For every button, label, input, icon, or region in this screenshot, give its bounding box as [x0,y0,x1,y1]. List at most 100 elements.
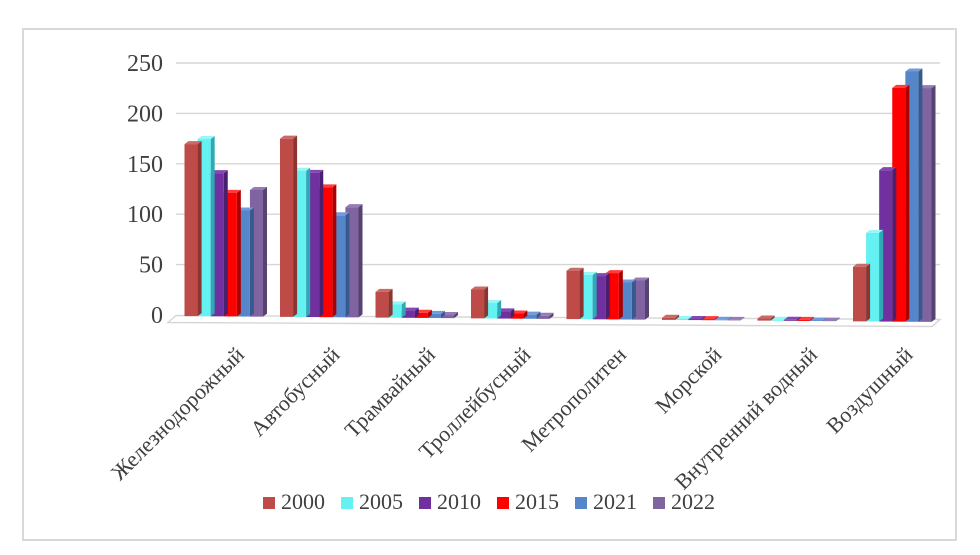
bar-top-2010-Трамвайный [401,307,419,311]
bar-2000-Трамвайный [375,291,389,318]
bar-top-2021-Железнодорожный [236,207,254,211]
bar-top-2021-Троллейбусный [523,311,541,315]
bar-side-2022-Троллейбусный [549,312,554,319]
bar-side-2022-Автобусный [358,204,363,318]
bar-side-2022-Воздушный [931,85,936,322]
bar-top-2000-Морской [662,314,680,318]
bar-top-2021-Трамвайный [427,310,445,314]
bar-side-2010-Метрополитен [605,273,610,320]
y-axis-tick-label: 50 [139,253,163,279]
chart-frame: 0 50 100 150 200 250 Железнодорожный Автобусный… [22,28,957,541]
legend-swatch-2022 [653,497,665,509]
bar-top-2021-Метрополитен [618,279,636,283]
bar-2015-Внутренний водный [796,319,810,321]
bar-top-2005-Внутренний водный [770,316,788,320]
bar-top-2022-Трамвайный [440,312,458,316]
bar-2021-Трамвайный [427,313,441,319]
bar-side-2021-Железнодорожный [249,207,254,317]
bar-side-2005-Автобусный [306,167,311,317]
bar-top-2022-Внутренний водный [822,317,840,321]
bar-top-2021-Внутренний водный [809,317,827,321]
bar-side-2010-Железнодорожный [223,170,228,317]
bar-top-2010-Метрополитен [592,273,610,277]
bar-side-2021-Троллейбусный [536,311,541,319]
bar-top-2010-Автобусный [306,169,324,173]
bar-top-2005-Троллейбусный [484,300,502,304]
bar-side-2015-Морской [714,316,719,321]
bar-side-2000-Автобусный [293,135,298,317]
x-axis-category-label: Воздушный [821,342,918,439]
bar-top-2015-Автобусный [319,184,337,188]
bar-2000-Метрополитен [566,270,580,320]
legend-swatch-2010 [419,497,431,509]
bar-side-2010-Воздушный [892,167,897,322]
bar-top-2015-Метрополитен [605,270,623,274]
bar-side-2000-Внутренний водный [770,315,775,321]
bar-side-2005-Трамвайный [401,301,406,318]
legend-swatch-2021 [575,497,587,509]
legend-label-2005: 2005 [359,489,403,514]
bar-2000-Автобусный [280,138,294,317]
bar-side-2015-Железнодорожный [236,189,241,317]
bar-2015-Троллейбусный [510,313,524,319]
bar-side-2010-Трамвайный [414,307,419,318]
bar-top-2005-Автобусный [293,167,311,171]
bar-side-2021-Метрополитен [631,279,636,320]
bar-side-2022-Трамвайный [454,312,458,319]
x-axis-category-label: Морской [650,342,727,419]
bar-side-2010-Внутренний водный [796,316,801,321]
bar-top-2010-Железнодорожный [210,170,228,174]
bar-side-2021-Морской [727,316,732,321]
bar-top-2022-Троллейбусный [536,312,554,316]
bar-2022-Внутренний водный [822,320,836,322]
bar-top-2022-Железнодорожный [249,186,267,190]
bar-top-2022-Морской [727,316,745,320]
bar-side-2010-Троллейбусный [510,308,515,319]
bar-2015-Трамвайный [414,312,428,318]
bar-top-2005-Морской [675,315,693,319]
bar-side-2022-Внутренний водный [836,317,840,322]
bar-top-2005-Железнодорожный [197,136,215,140]
bar-side-2005-Троллейбусный [497,300,502,319]
bar-side-2005-Морской [688,315,693,320]
chart-floor [166,314,942,328]
bar-2021-Троллейбусный [523,314,537,319]
bar-side-2010-Автобусный [319,169,324,318]
legend-label-2022: 2022 [671,489,715,514]
bar-top-2022-Метрополитен [631,277,649,281]
bar-side-2022-Метрополитен [645,277,649,320]
bar-2000-Морской [662,317,676,320]
bar-side-2005-Внутренний водный [783,316,788,321]
legend-swatch-2000 [263,497,275,509]
bar-side-2000-Морской [675,314,680,320]
bar-side-2021-Воздушный [918,68,923,322]
bar-side-2015-Троллейбусный [523,310,528,319]
bar-side-2021-Внутренний водный [822,317,827,322]
bar-side-2015-Внутренний водный [809,316,814,321]
x-axis-category-label: Автобусный [245,342,345,442]
bar-top-2005-Трамвайный [388,301,406,305]
bar-2000-Железнодорожный [184,144,198,317]
bar-side-2005-Железнодорожный [210,136,215,317]
bar-2005-Внутренний водный [770,319,784,321]
bar-2005-Морской [675,318,689,320]
bar-side-2005-Метрополитен [592,271,597,320]
bar-side-2000-Трамвайный [388,288,393,318]
bar-top-2000-Железнодорожный [184,141,202,145]
bar-top-2000-Метрополитен [566,267,584,271]
bar-top-2000-Внутренний водный [757,315,775,319]
bar-2010-Трамвайный [401,310,415,318]
legend-swatch-2005 [341,497,353,509]
bar-2022-Трамвайный [440,315,454,319]
bar-top-2000-Автобусный [280,135,298,139]
bar-top-2015-Морской [701,316,719,320]
bar-2010-Морской [688,319,702,321]
bar-side-2015-Трамвайный [427,309,432,318]
bar-side-2000-Воздушный [866,263,871,322]
legend-label-2000: 2000 [281,489,325,514]
legend-label-2021: 2021 [593,489,637,514]
x-axis-category-label: Железнодорожный [106,342,249,485]
y-axis-tick-label: 250 [127,51,163,77]
legend-swatch-2015 [497,497,509,509]
